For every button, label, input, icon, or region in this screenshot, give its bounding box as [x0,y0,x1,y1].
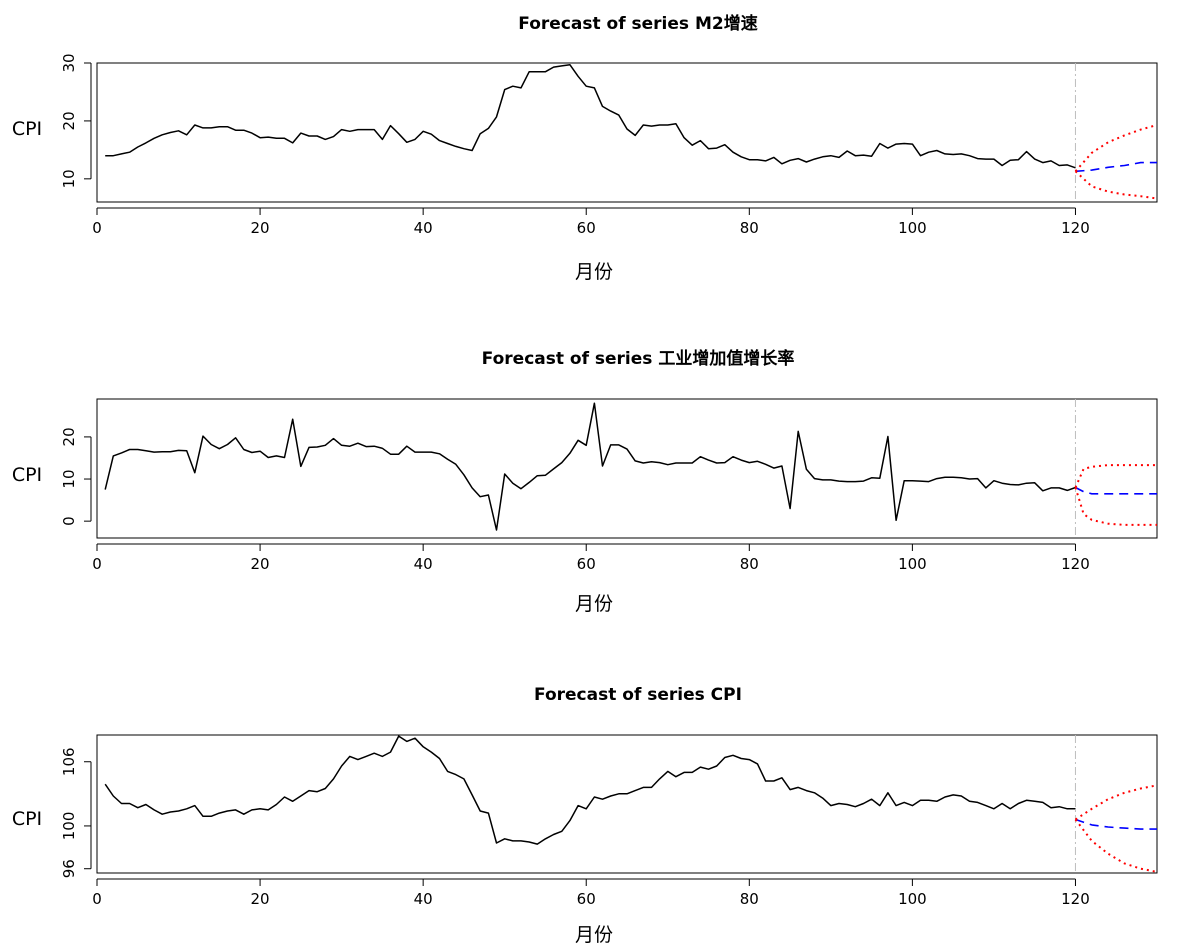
y-tick-label: 100 [60,812,78,841]
chart-panel-industrial: Forecast of series 工业增加值增长率 0 20 40 60 80 100… [12,348,1158,615]
x-axis-label: 月份 [575,593,613,615]
x-tick-label: 80 [740,555,759,573]
actual-series-line [104,402,1076,531]
chart-title: Forecast of series 工业增加值增长率 [482,348,795,369]
y-tick-label: 10 [60,469,78,488]
plot-frame [96,398,1158,539]
y-tick-label: 20 [60,111,78,130]
x-axis-label: 月份 [575,261,613,283]
x-tick-label: 80 [740,890,759,908]
lower-bound-line [1074,170,1158,200]
plot-marks [105,63,1158,202]
y-tick-label: 30 [60,53,78,72]
forecast-series-line [1075,161,1157,173]
lower-bound-line [1074,487,1157,526]
x-tick-label: 100 [898,219,927,237]
x-tick-label: 80 [740,219,759,237]
y-tick-label: 10 [60,169,78,188]
y-axis-label: CPI [12,808,42,830]
lower-bound-line [1074,818,1158,873]
upper-bound-line [1074,464,1157,488]
y-axis-label: CPI [12,464,42,486]
forecast-series-line [1075,818,1157,830]
y-tick-label: 0 [60,516,78,526]
plot-marks [104,735,1158,873]
chart-panel-m2: Forecast of series M2增速 0 20 40 60 80 100 120 … [12,13,1158,283]
chart-title: Forecast of series M2增速 [518,13,757,34]
x-tick-label: 120 [1061,890,1090,908]
x-tick-label: 60 [577,890,596,908]
x-tick-label: 100 [898,890,927,908]
y-tick-label: 96 [60,859,78,878]
x-tick-label: 120 [1061,219,1090,237]
x-tick-label: 20 [251,890,270,908]
chart-title: Forecast of series CPI [534,685,742,705]
x-axis-label: 月份 [575,924,613,945]
upper-bound-line [1074,124,1158,172]
forecast-series-line [1075,486,1157,495]
upper-bound-line [1074,784,1158,821]
x-tick-label: 0 [92,890,102,908]
y-axis: 0 10 20 [60,427,92,526]
plot-frame [96,62,1158,203]
x-tick-label: 60 [577,219,596,237]
x-tick-label: 0 [92,219,102,237]
x-tick-label: 40 [414,555,433,573]
x-axis: 0 20 40 60 80 100 120 [92,207,1090,237]
chart-panel-cpi: Forecast of series CPI 0 20 40 60 80 100 120 9… [12,685,1158,945]
plot-frame [96,734,1158,874]
x-tick-label: 100 [898,555,927,573]
actual-series-line [105,63,1076,169]
y-tick-label: 20 [60,427,78,446]
x-tick-label: 120 [1061,555,1090,573]
y-tick-label: 106 [60,747,78,776]
x-tick-label: 60 [577,555,596,573]
y-axis-label: CPI [12,118,42,140]
x-axis: 0 20 40 60 80 100 120 [92,543,1090,573]
x-tick-label: 0 [92,555,102,573]
x-axis: 0 20 40 60 80 100 120 [92,878,1090,908]
x-tick-label: 40 [414,219,433,237]
x-tick-label: 20 [251,555,270,573]
x-tick-label: 20 [251,219,270,237]
y-axis: 10 20 30 [60,53,92,188]
y-axis: 96 100 106 [60,747,92,878]
x-tick-label: 40 [414,890,433,908]
plot-marks [104,399,1157,538]
actual-series-line [104,735,1076,845]
